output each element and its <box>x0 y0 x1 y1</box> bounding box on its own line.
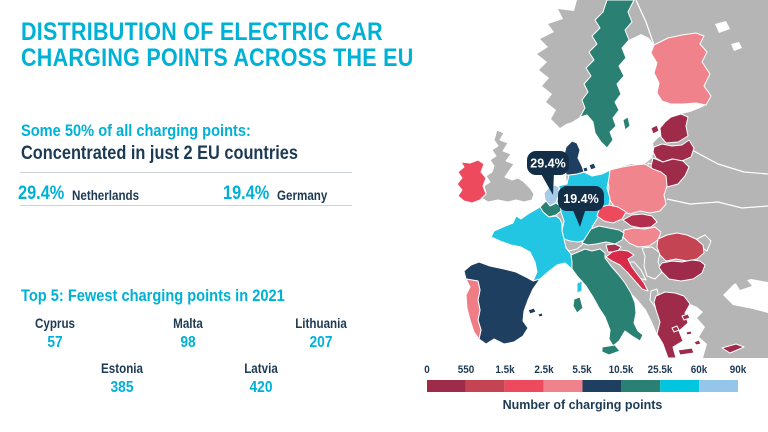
country-cyprus <box>721 343 745 354</box>
legend-tick: 60k <box>690 364 708 376</box>
country-ireland <box>456 159 487 204</box>
title-line-1: DISTRIBUTION OF ELECTRIC CAR <box>21 18 383 46</box>
divider-bottom <box>20 205 352 206</box>
callout-germany: 19.4% <box>558 186 604 227</box>
stat-label-netherlands: Netherlands <box>72 188 140 203</box>
country-italy <box>570 248 644 347</box>
callout-netherlands: 29.4% <box>527 151 569 195</box>
legend-swatch <box>699 380 738 392</box>
europe-choropleth-map: 29.4% 19.4% <box>456 0 768 358</box>
title-line-2: CHARGING POINTS ACROSS THE EU <box>21 44 414 72</box>
country-latvia <box>652 139 695 163</box>
legend-tick: 5.5k <box>572 364 592 376</box>
stat-value-germany: 19.4% <box>223 183 270 204</box>
danish-islands <box>582 162 597 173</box>
country-romania <box>656 232 705 262</box>
country-serbia <box>641 246 663 280</box>
callout-germany-bubble <box>558 186 604 211</box>
legend-tick: 25.5k <box>647 364 673 376</box>
legend-tick: 10.5k <box>608 364 634 376</box>
top5-value-cyprus: 57 <box>47 334 63 351</box>
callout-netherlands-bubble <box>527 151 569 175</box>
top5-value-latvia: 420 <box>249 379 273 396</box>
top5-label-malta: Malta <box>173 316 203 331</box>
crimea <box>735 280 752 290</box>
top5-value-estonia: 385 <box>110 379 134 396</box>
legend-tick: 550 <box>457 364 475 376</box>
country-greece <box>653 291 691 358</box>
callout-netherlands-tail <box>540 172 554 195</box>
island-saaremaa <box>650 124 660 135</box>
top5-label-estonia: Estonia <box>101 361 143 376</box>
top5-value-lithuania: 207 <box>309 334 333 351</box>
island-gotland <box>622 116 631 131</box>
top5-label-latvia: Latvia <box>244 361 278 376</box>
top5-value-malta: 98 <box>180 334 196 351</box>
island-sardinia <box>572 296 584 314</box>
country-portugal <box>465 278 482 340</box>
country-sweden <box>579 0 635 149</box>
callout-germany-tail <box>572 208 586 227</box>
legend-swatch <box>543 380 583 392</box>
concentration-subheading: Concentrated in just 2 EU countries <box>21 143 298 164</box>
legend-color-bar <box>427 380 738 392</box>
stat-label-germany: Germany <box>277 188 328 203</box>
border-norway-finland <box>635 0 655 46</box>
country-bulgaria <box>658 259 706 282</box>
legend-swatch <box>660 380 700 392</box>
island-corsica <box>576 280 583 294</box>
island-sicily <box>601 344 621 356</box>
island-crete <box>677 347 695 356</box>
divider-top <box>20 172 352 173</box>
country-slovakia <box>622 213 658 229</box>
top5-label-cyprus: Cyprus <box>34 316 76 331</box>
callout-netherlands-value: 29.4% <box>530 157 565 171</box>
lake <box>715 21 742 51</box>
page-title: DISTRIBUTION OF ELECTRIC CAR CHARGING PO… <box>21 19 477 71</box>
border-belarus-ukraine <box>666 198 768 209</box>
callout-germany-value: 19.4% <box>563 192 598 206</box>
top5-heading: Top 5: Fewest charging points in 2021 <box>21 286 285 305</box>
country-slovenia <box>605 243 622 253</box>
legend-swatch <box>621 380 661 392</box>
island-balearics <box>527 307 544 318</box>
stat-value-netherlands: 29.4% <box>18 183 65 204</box>
legend-label: Number of charging points <box>502 398 663 412</box>
legend-swatch <box>427 380 466 392</box>
country-france <box>490 206 573 282</box>
country-united-kingdom <box>479 129 535 203</box>
country-croatia <box>605 249 649 292</box>
aegean-islands <box>671 313 702 346</box>
top5-label-lithuania: Lithuania <box>295 316 347 331</box>
legend-swatch <box>504 380 544 392</box>
country-czechia <box>596 204 627 224</box>
country-austria <box>581 225 625 246</box>
concentration-heading: Some 50% of all charging points: <box>21 121 251 140</box>
legend-tick: 2.5k <box>534 364 554 376</box>
legend-tick: 90k <box>729 364 747 376</box>
border-russia-belarus <box>691 149 768 175</box>
country-finland <box>650 32 712 106</box>
legend-tick: 0 <box>424 364 430 376</box>
legend-swatch <box>582 380 622 392</box>
country-estonia <box>659 113 689 144</box>
legend-tick: 1.5k <box>495 364 515 376</box>
legend-swatch <box>465 380 505 392</box>
